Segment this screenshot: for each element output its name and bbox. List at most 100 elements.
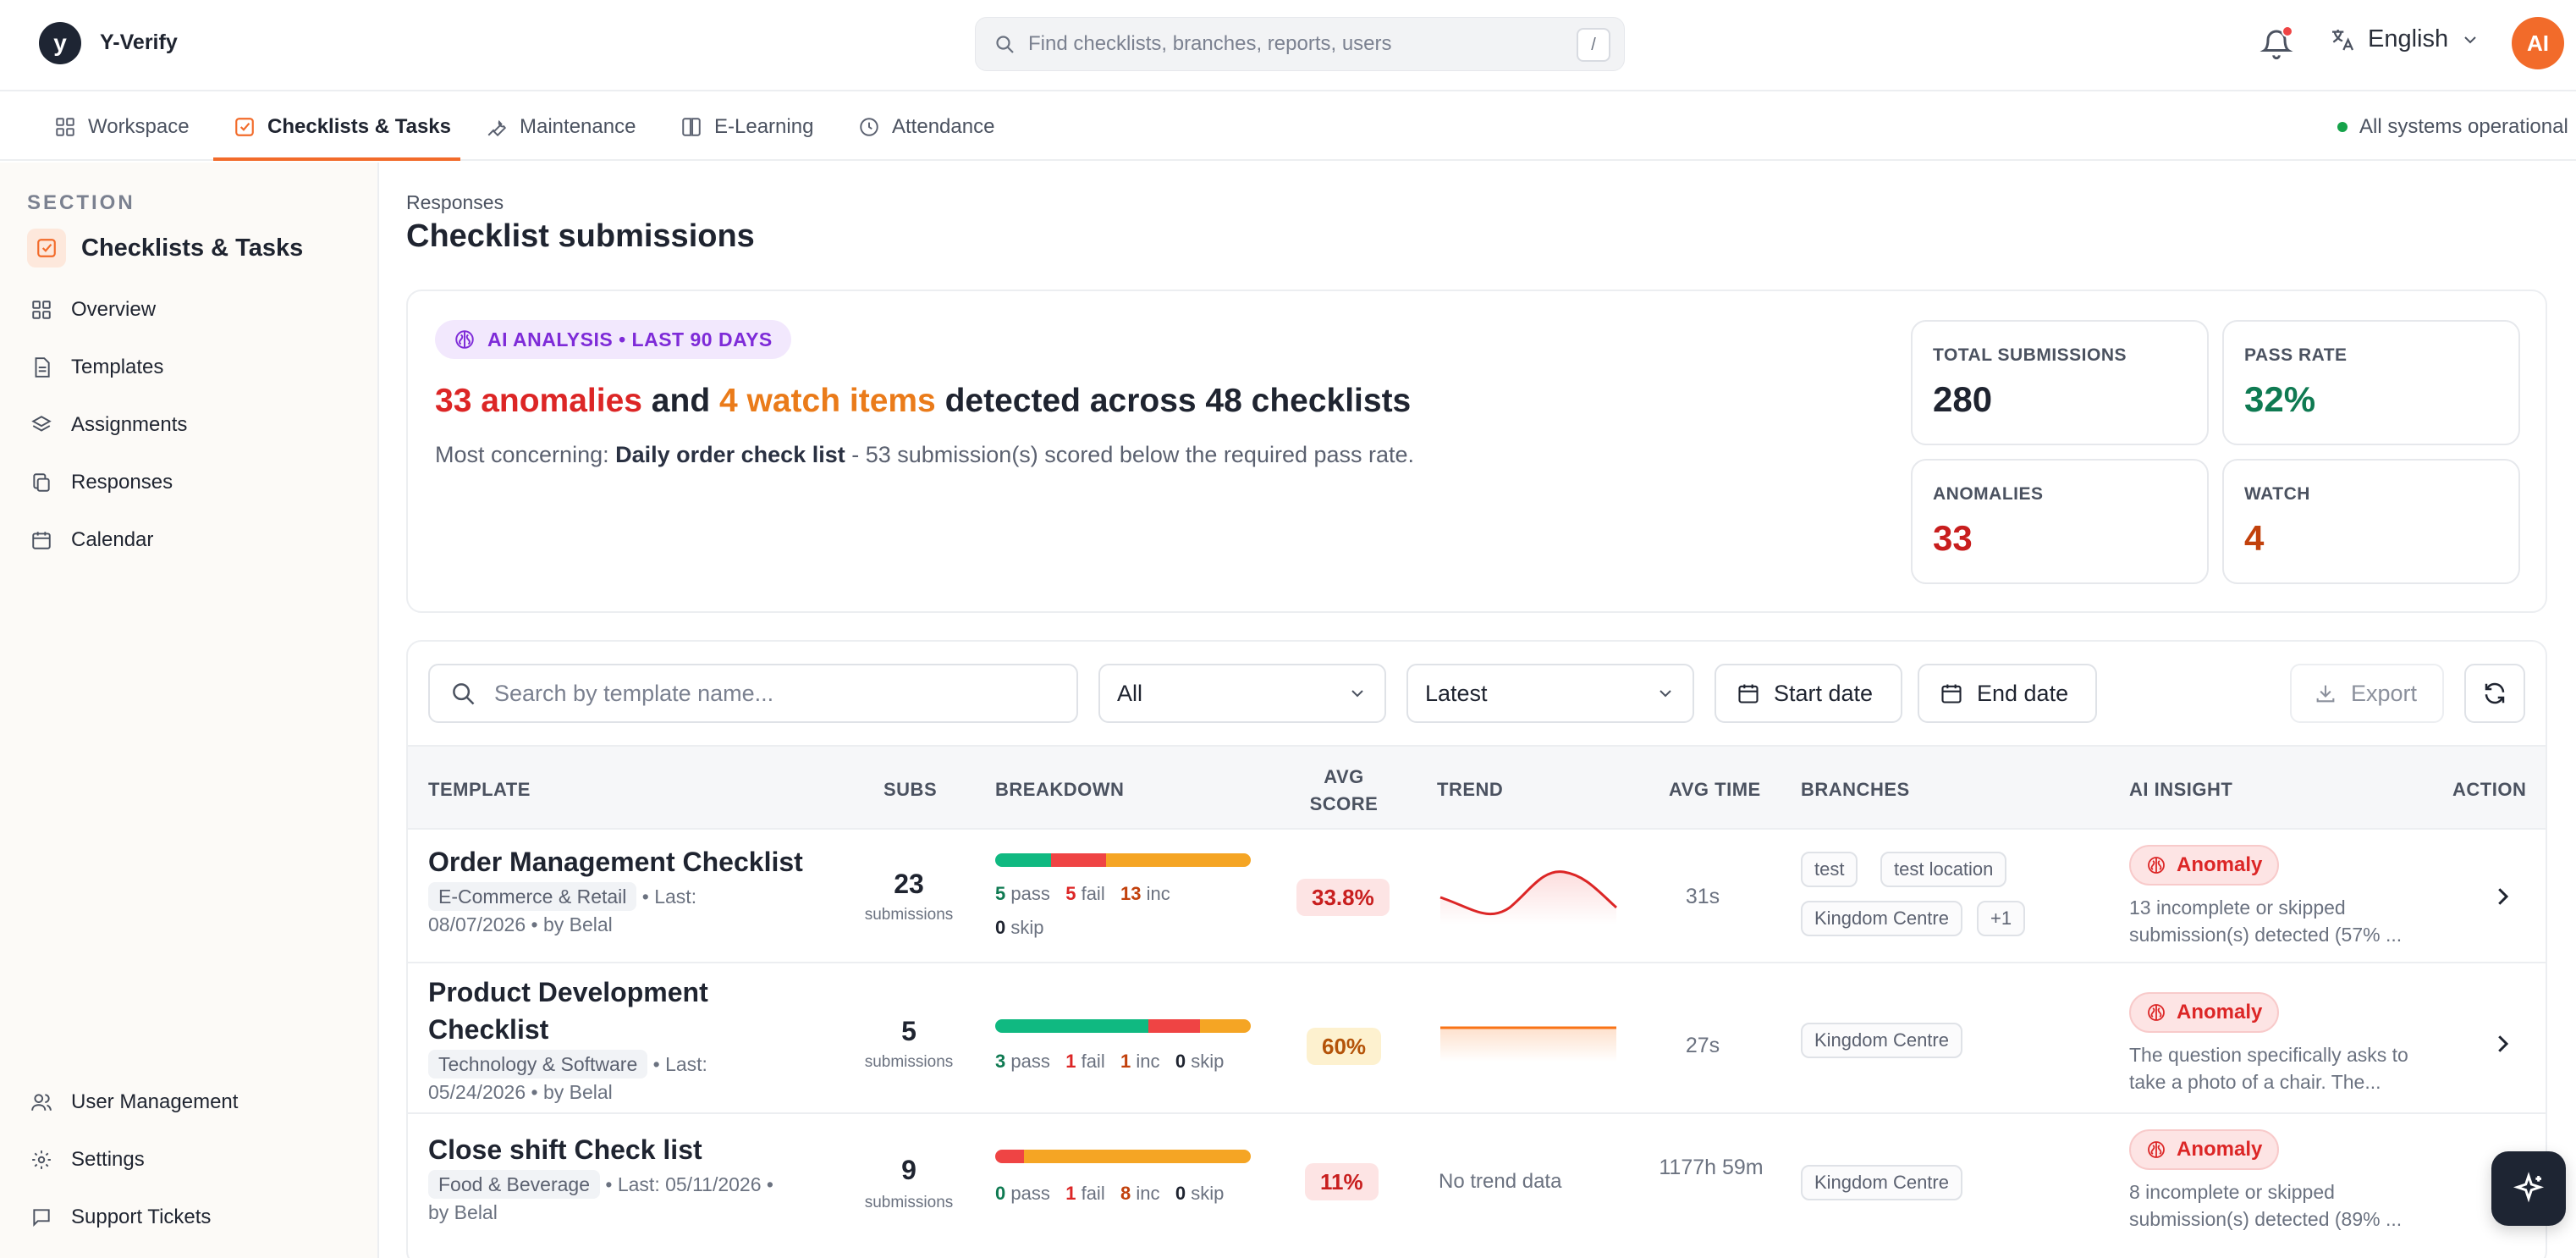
table-row[interactable]: Close shift Check list Food & Beverage •… (408, 1114, 2546, 1258)
submission-count-label: submissions (864, 1194, 954, 1211)
brain-icon (2148, 857, 2165, 874)
language-label: English (2368, 25, 2449, 52)
more-branches-chip[interactable]: +1 (1977, 901, 2026, 936)
sidebar-item-label: Support Tickets (71, 1206, 212, 1228)
fail-count: 5 (1065, 883, 1076, 904)
breadcrumb[interactable]: Responses (406, 191, 504, 213)
sidebar-item-label: Responses (71, 471, 173, 494)
avg-score-badge: 11% (1305, 1163, 1379, 1200)
last-date-author: 05/24/2026 • by Belal (428, 1081, 613, 1103)
template-name[interactable]: Product Development Checklist (428, 977, 708, 1045)
user-avatar[interactable]: AI (2512, 17, 2564, 69)
tab-label: Maintenance (520, 115, 636, 138)
sidebar-item-user-management[interactable]: User Management (30, 1090, 238, 1114)
wrench-icon (487, 119, 507, 137)
column-header-breakdown[interactable]: BREAKDOWN (995, 779, 1125, 800)
end-date-button[interactable]: End date (1918, 664, 2097, 723)
calendar-icon (1941, 684, 1962, 703)
header-line: AVG (1324, 766, 1364, 787)
submission-count: 9 (901, 1155, 916, 1185)
last-date-author: by Belal (428, 1201, 498, 1223)
ai-headline: 33 anomalies and 4 watch items detected … (435, 383, 1411, 420)
concern-checklist-name[interactable]: Daily order check list (615, 442, 845, 467)
sidebar-item-overview[interactable]: Overview (30, 298, 156, 322)
pass-label: pass (1010, 1183, 1050, 1204)
template-meta: Technology & Software • Last: 05/24/2026 … (428, 1050, 826, 1106)
status-filter-select[interactable]: All (1098, 664, 1386, 723)
chevron-right-icon[interactable] (2490, 1031, 2515, 1057)
column-header-ai-insight[interactable]: AI INSIGHT (2129, 779, 2233, 800)
search-placeholder: Find checklists, branches, reports, user… (1028, 32, 1392, 55)
ai-assistant-button[interactable] (2491, 1151, 2566, 1226)
start-date-button[interactable]: Start date (1715, 664, 1902, 723)
category-tag: Food & Beverage (428, 1170, 601, 1199)
sidebar-item-settings[interactable]: Settings (30, 1148, 145, 1172)
table-row[interactable]: Product Development Checklist Technology… (408, 963, 2546, 1114)
section-label: SECTION (27, 191, 135, 214)
sidebar-item-support-tickets[interactable]: Support Tickets (30, 1206, 211, 1229)
tab-attendance[interactable]: Attendance (858, 93, 994, 161)
language-selector[interactable]: English (2329, 25, 2480, 53)
insight-text: 13 incomplete or skipped submission(s) d… (2129, 897, 2403, 946)
refresh-button[interactable] (2464, 664, 2525, 723)
anomalies-count-text: 33 anomalies (435, 383, 642, 419)
app-logo[interactable]: y (39, 22, 81, 64)
brain-icon (2148, 1141, 2165, 1158)
pass-label: pass (1010, 883, 1050, 904)
search-icon (453, 683, 475, 705)
stat-label: ANOMALIES (1933, 484, 2044, 504)
tab-label: Checklists & Tasks (267, 115, 451, 138)
bar-segment-inc (1106, 853, 1251, 867)
chevron-right-icon[interactable] (2490, 884, 2515, 909)
branch-chip: Kingdom Centre (1801, 1023, 1962, 1058)
sidebar-item-label: Assignments (71, 413, 188, 436)
sidebar-item-responses[interactable]: Responses (30, 471, 173, 494)
column-header-avg-score[interactable]: AVG SCORE (1302, 764, 1386, 818)
inc-count: 8 (1120, 1183, 1131, 1204)
brand-name[interactable]: Y-Verify (100, 30, 178, 54)
stat-value: 280 (1933, 379, 1993, 419)
chevron-down-icon (1660, 690, 1671, 698)
column-header-trend[interactable]: TREND (1437, 779, 1504, 800)
template-name[interactable]: Close shift Check list (428, 1134, 702, 1165)
avg-time: 1177h 59m (1659, 1156, 1764, 1179)
bell-icon[interactable] (2260, 27, 2293, 61)
submission-count-label: submissions (864, 906, 954, 924)
column-header-template[interactable]: TEMPLATE (428, 779, 531, 800)
calendar-icon (32, 532, 51, 549)
concern-detail: - 53 submission(s) scored below the requ… (845, 442, 1415, 467)
sidebar-item-calendar[interactable]: Calendar (30, 528, 153, 552)
brain-icon (2148, 1004, 2165, 1021)
column-header-avg-time[interactable]: AVG TIME (1669, 779, 1761, 800)
sidebar: SECTION Checklists & Tasks Overview Temp… (0, 163, 379, 1258)
skip-label: skip (1191, 1051, 1225, 1072)
tab-maintenance[interactable]: Maintenance (486, 93, 636, 161)
export-button[interactable]: Export (2290, 664, 2444, 723)
sort-select[interactable]: Latest (1406, 664, 1694, 723)
bar-segment-pass (995, 853, 1051, 867)
page-title: Checklist submissions (406, 218, 755, 254)
sidebar-item-assignments[interactable]: Assignments (30, 413, 187, 437)
branch-chip: test location (1880, 852, 2007, 887)
breakdown-bar (995, 1150, 1251, 1163)
table-row[interactable]: Order Management Checklist E-Commerce & … (408, 830, 2546, 963)
column-header-subs[interactable]: SUBS (883, 779, 938, 800)
chat-icon (33, 1209, 50, 1228)
bar-segment-fail (1050, 853, 1107, 867)
tab-checklists-tasks[interactable]: Checklists & Tasks (234, 93, 451, 161)
fail-count: 1 (1065, 1183, 1076, 1204)
tab-workspace[interactable]: Workspace (54, 93, 190, 161)
column-header-branches[interactable]: BRANCHES (1801, 779, 1910, 800)
global-search[interactable]: Find checklists, branches, reports, user… (975, 17, 1625, 71)
template-name[interactable]: Order Management Checklist (428, 847, 803, 877)
last-label: • Last: (652, 1053, 707, 1075)
status-text: All systems operational (2359, 115, 2568, 138)
tab-e-learning[interactable]: E-Learning (680, 93, 813, 161)
skip-count: 0 (995, 917, 1006, 938)
sidebar-item-templates[interactable]: Templates (30, 356, 163, 379)
clock-icon (860, 118, 878, 136)
module-nav: Workspace Checklists & Tasks Maintenance… (0, 93, 2576, 161)
skip-label: skip (1010, 917, 1044, 938)
template-search-input[interactable]: Search by template name... (428, 664, 1078, 723)
insight-text: 8 incomplete or skipped submission(s) de… (2129, 1181, 2403, 1230)
